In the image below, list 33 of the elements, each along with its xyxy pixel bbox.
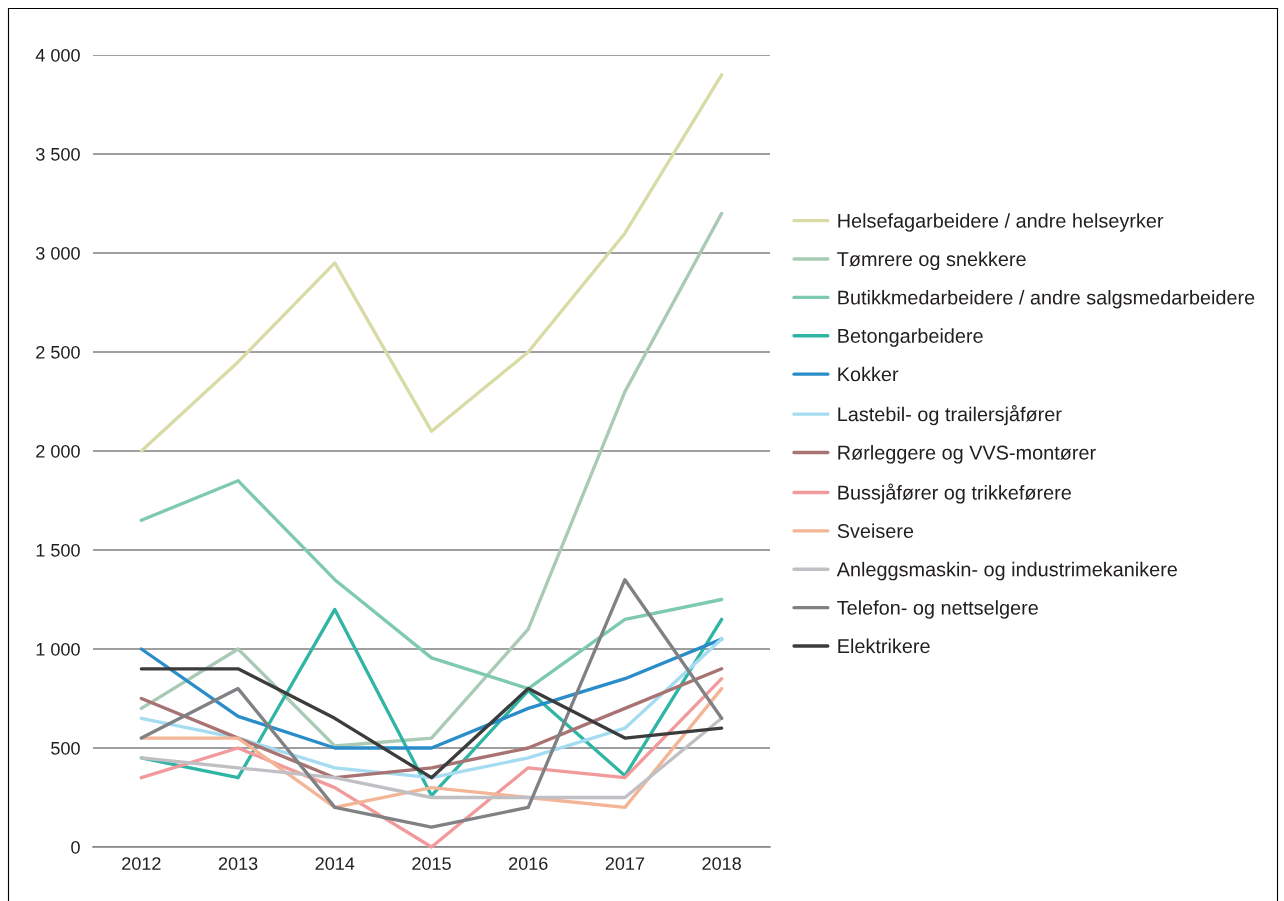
x-tick-label: 2016	[509, 857, 548, 870]
legend-label: Betongarbeidere	[838, 328, 983, 347]
legend-label: Telefon- og nettselgere	[837, 600, 1038, 619]
x-tick-label: 2012	[122, 857, 161, 870]
x-tick-label: 2017	[605, 857, 645, 870]
legend-label: Elektrikere	[838, 638, 930, 654]
y-tick-label: 4 000	[35, 48, 80, 62]
x-tick-label: 2013	[218, 857, 258, 870]
line-series	[139, 716, 724, 800]
y-tick-label: 3 000	[36, 246, 80, 260]
y-tick-label: 500	[51, 741, 80, 755]
legend-label: Bussjåfører og trikkeførere	[838, 483, 1071, 504]
y-tick-label: 1 500	[36, 543, 80, 557]
legend-label: Butikkmedarbeidere / andre salgsmedarbeidere	[838, 289, 1255, 309]
legend-label: Lastebil- og trailersjåfører	[838, 405, 1062, 426]
line-series	[139, 73, 724, 453]
y-tick-label: 3 500	[36, 147, 80, 161]
line-series	[139, 479, 724, 691]
legend-label: Rørleggere og VVS-montører	[838, 445, 1096, 464]
legend-label: Helsefagarbeidere / andre helseyrker	[838, 213, 1164, 232]
y-tick-label: 0	[71, 840, 80, 854]
x-tick-label: 2015	[412, 857, 451, 870]
line-series	[139, 211, 724, 748]
legend-label: Anleggsmaskin- og industrimekanikere	[836, 561, 1177, 581]
y-tick-label: 2 500	[36, 345, 80, 359]
x-tick-label: 2014	[315, 857, 355, 870]
legend-label: Kokker	[838, 366, 899, 382]
line-series	[139, 667, 724, 780]
legend-label: Sveisere	[837, 523, 914, 539]
x-tick-label: 2018	[702, 857, 741, 870]
y-tick-label: 1 000	[36, 642, 80, 656]
y-tick-label: 2 000	[36, 444, 80, 458]
legend-label: Tømrere og snekkere	[837, 251, 1026, 271]
